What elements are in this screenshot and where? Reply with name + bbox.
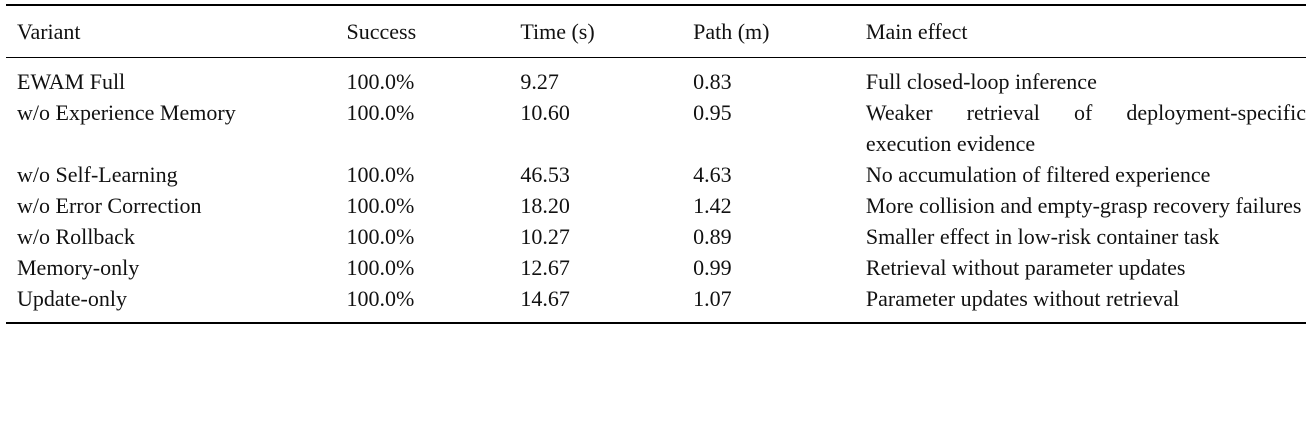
column-header: Variant <box>17 19 81 44</box>
table-cell: 100.0% <box>346 224 415 249</box>
table-row: w/o Error Correction 100.0% 18.20 1.42 More … <box>6 190 1306 221</box>
table-cell: 0.83 <box>693 69 732 94</box>
table-cell: 18.20 <box>520 193 570 218</box>
table-cell: Parameter updates without retrieval <box>865 286 1180 311</box>
table-cell: 0.99 <box>693 255 732 280</box>
table-cell: Retrieval without parameter updates <box>865 255 1186 280</box>
table-cell: No accumulation of filtered experience <box>865 162 1211 187</box>
table-header: Variant Success Time (s) Path (m) Main effec… <box>6 5 1306 58</box>
table-cell: More collision and empty-grasp recovery … <box>865 193 1302 218</box>
table-cell: 10.60 <box>520 100 570 125</box>
header-row: Variant Success Time (s) Path (m) Main effec… <box>6 5 1306 58</box>
table-cell: w/o Experience Memory <box>17 100 236 125</box>
table-cell: 9.27 <box>520 69 559 94</box>
table-cell: 4.63 <box>693 162 732 187</box>
table-row: w/o Experience Memory 100.0% 10.60 0.95 Weak… <box>6 97 1306 159</box>
table-cell: 10.27 <box>520 224 570 249</box>
table-cell: Smaller effect in low-risk container tas… <box>865 224 1220 249</box>
table-cell: 14.67 <box>520 286 570 311</box>
table-cell: w/o Rollback <box>17 224 135 249</box>
table-cell: EWAM Full <box>17 69 126 94</box>
column-header: Success <box>346 19 417 44</box>
table-cell: 100.0% <box>346 286 415 311</box>
table-cell: 12.67 <box>520 255 570 280</box>
table-row: EWAM Full 100.0% 9.27 0.83 Full closed-loop … <box>6 58 1306 98</box>
column-header: Time (s) <box>520 19 595 44</box>
table-row: w/o Self-Learning 100.0% 46.53 4.63 No accum… <box>6 159 1306 190</box>
table-cell: w/o Self-Learning <box>17 162 178 187</box>
table-cell: 100.0% <box>346 255 415 280</box>
table-cell: Weaker retrieval of deployment-specific … <box>865 100 1306 156</box>
table-body: EWAM Full 100.0% 9.27 0.83 Full closed-loop … <box>6 58 1306 323</box>
column-header: Path (m) <box>693 19 770 44</box>
table-cell: Memory-only <box>17 255 140 280</box>
column-header: Main effect <box>865 19 968 44</box>
table-row: w/o Rollback 100.0% 10.27 0.89 Smaller effec… <box>6 221 1306 252</box>
table-cell: 0.89 <box>693 224 732 249</box>
table-row: Memory-only 100.0% 12.67 0.99 Retrieval with… <box>6 252 1306 283</box>
results-table: Variant Success Time (s) Path (m) Main effec… <box>6 4 1306 324</box>
table-cell: 100.0% <box>346 193 415 218</box>
table-cell: 100.0% <box>346 100 415 125</box>
table-cell: 1.07 <box>693 286 732 311</box>
table-cell: 1.42 <box>693 193 732 218</box>
table-cell: 0.95 <box>693 100 732 125</box>
table-cell: 100.0% <box>346 162 415 187</box>
table-cell: 46.53 <box>520 162 570 187</box>
table-cell: w/o Error Correction <box>17 193 202 218</box>
table-cell: Full closed-loop inference <box>865 69 1097 94</box>
table-cell: 100.0% <box>346 69 415 94</box>
table-row: Update-only 100.0% 14.67 1.07 Parameter upda… <box>6 283 1306 323</box>
table-cell: Update-only <box>17 286 127 311</box>
